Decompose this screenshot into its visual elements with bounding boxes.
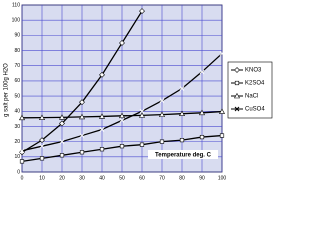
marker: [138, 112, 146, 118]
marker: [59, 120, 65, 127]
y-tick-label: 80: [14, 48, 20, 54]
marker: [58, 114, 66, 120]
marker: [218, 108, 226, 114]
marker: [99, 147, 105, 152]
marker: [79, 150, 85, 155]
marker: [159, 139, 165, 144]
y-tick-label: 60: [14, 78, 20, 84]
x-tick-label: 70: [159, 175, 165, 181]
marker: [119, 144, 125, 149]
marker: [98, 113, 106, 119]
marker: [99, 127, 105, 132]
legend-label: KNO3: [245, 68, 262, 74]
marker: [99, 71, 105, 78]
marker: [38, 114, 46, 120]
marker: [39, 156, 45, 161]
x-tick-label: 60: [139, 175, 145, 181]
y-tick-label: 90: [14, 33, 20, 39]
marker: [59, 139, 65, 144]
y-tick-label: 110: [12, 2, 20, 8]
marker: [234, 106, 240, 112]
marker: [118, 112, 126, 119]
marker: [19, 148, 25, 154]
y-tick-label: 10: [14, 154, 20, 160]
marker: [158, 111, 166, 117]
y-tick-label: 70: [14, 63, 20, 69]
marker: [79, 133, 85, 138]
marker: [234, 67, 240, 73]
x-tick-label: 50: [119, 175, 125, 181]
x-tick-label: 0: [21, 175, 24, 181]
marker: [233, 92, 241, 99]
marker: [39, 137, 45, 144]
y-axis-label: g salt per 100g H2O: [4, 63, 10, 117]
chart: g salt per 100g H2O 0 10 20 30 40 50 60 70 80 90 1…: [4, 2, 273, 181]
marker: [139, 142, 145, 147]
marker: [179, 138, 185, 143]
y-tick-label: 50: [14, 93, 20, 99]
legend-label: CuSO4: [245, 107, 265, 113]
x-tick-label: 100: [218, 175, 227, 181]
marker: [199, 69, 205, 75]
marker: [18, 114, 26, 121]
x-tick-label: 40: [99, 175, 105, 181]
marker: [79, 99, 85, 106]
y-tick-label: 0: [17, 169, 20, 175]
marker: [199, 134, 205, 140]
x-tick-label: 90: [199, 175, 205, 181]
page: {"chart_data": {"type": "line", "y_label…: [3, 2, 273, 182]
marker: [78, 113, 86, 120]
marker: [39, 143, 45, 149]
marker: [119, 40, 125, 46]
x-axis-label: Temperature deg. C: [155, 153, 212, 159]
marker: [119, 118, 125, 123]
x-tick-label: 20: [59, 175, 65, 181]
marker: [198, 109, 206, 116]
y-tick-label: 20: [14, 139, 20, 145]
marker: [59, 153, 65, 158]
y-tick-label: 100: [12, 18, 21, 24]
y-tick-label: 40: [14, 109, 20, 115]
x-tick-label: 10: [39, 175, 45, 181]
marker: [179, 86, 185, 91]
marker: [234, 80, 240, 86]
y-tick-label: 30: [14, 124, 20, 130]
x-label-box: [148, 150, 218, 159]
marker: [19, 159, 25, 164]
marker: [178, 110, 186, 117]
marker: [139, 108, 145, 114]
marker: [159, 98, 165, 103]
x-tick-label: 80: [179, 175, 185, 181]
legend-label: K2SO4: [245, 81, 265, 87]
legend-label: NaCl: [245, 94, 258, 100]
marker: [219, 133, 225, 138]
marker: [139, 8, 145, 14]
marker: [219, 51, 225, 56]
x-tick-label: 30: [79, 175, 85, 181]
